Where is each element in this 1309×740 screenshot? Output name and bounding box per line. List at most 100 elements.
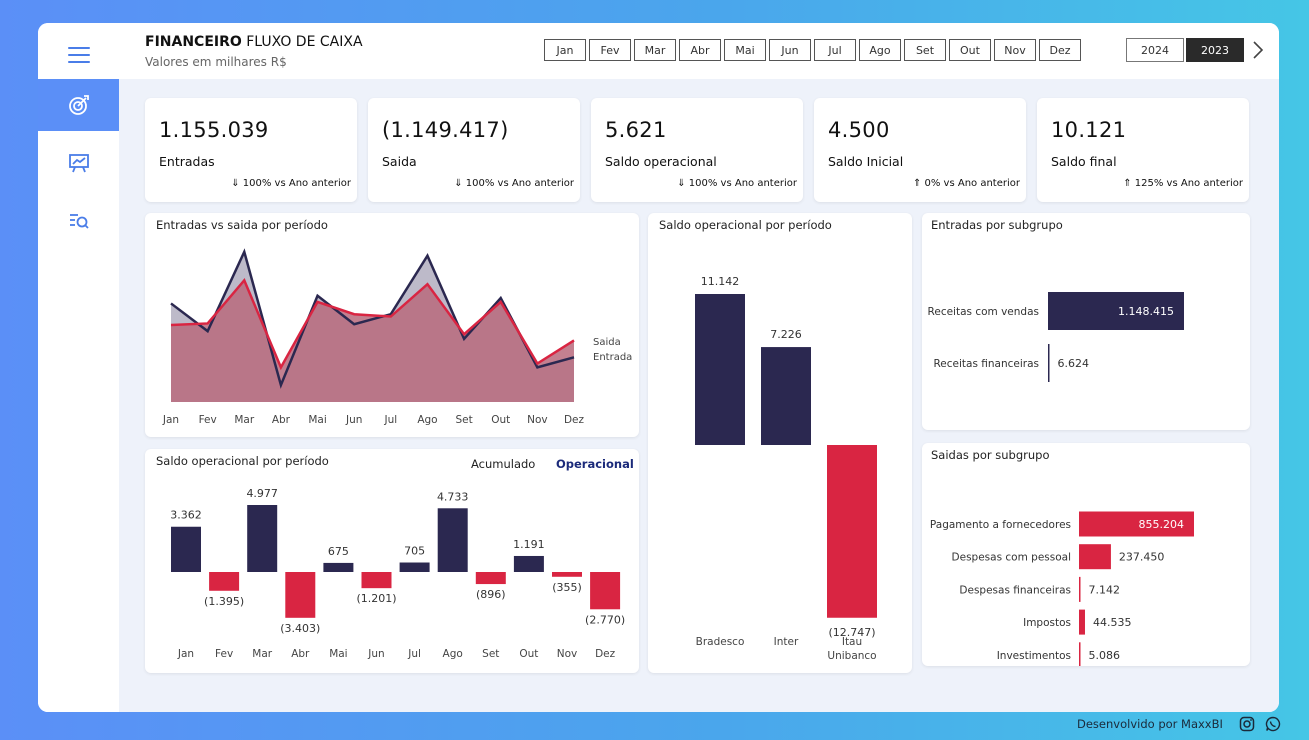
x-tick-label: Mai	[329, 648, 347, 660]
bar-set	[475, 572, 506, 585]
legend-saida: Saida	[593, 337, 621, 348]
kpi-label: Saldo Inicial	[828, 154, 904, 169]
month-button-abr[interactable]: Abr	[679, 39, 721, 61]
month-button-nov[interactable]: Nov	[994, 39, 1036, 61]
x-tick-label: Mar	[252, 648, 272, 660]
month-filter: Jan Fev Mar Abr Mai Jun Jul Ago Set Out Nov Dez	[544, 39, 1081, 61]
legend-entrada: Entrada	[593, 352, 632, 363]
data-label: 705	[404, 545, 425, 558]
month-button-dez[interactable]: Dez	[1039, 39, 1081, 61]
bar-nov	[552, 572, 582, 577]
category-label: Despesas com pessoal	[952, 552, 1071, 564]
chart-entradas-vs-saida: Entradas vs saida por período Jan Fev Mar A…	[145, 213, 639, 437]
data-label: 855.204	[1139, 518, 1185, 531]
whatsapp-icon[interactable]	[1265, 716, 1281, 732]
category-label: Despesas financeiras	[959, 584, 1071, 596]
month-button-jul[interactable]: Jul	[814, 39, 856, 61]
kpi-card: 10.121 Saldo final ⇑ 125% vs Ano anterior	[1037, 98, 1249, 202]
x-tick-label: Jan	[177, 648, 194, 660]
sidebar-item-overview[interactable]	[38, 79, 119, 131]
data-label: 4.733	[437, 490, 469, 503]
kpi-card: 5.621 Saldo operacional ⇓ 100% vs Ano ante…	[591, 98, 803, 202]
x-tick-label: Mar	[234, 414, 254, 426]
kpi-card: (1.149.417) Saida ⇓ 100% vs Ano anterior	[368, 98, 580, 202]
x-tick-label: Fev	[215, 648, 233, 660]
year-button-2024[interactable]: 2024	[1126, 38, 1184, 62]
x-tick-label: Jul	[383, 414, 397, 426]
bar-subgrupo	[1048, 292, 1184, 330]
chart-saldo-operacional-banco: Saldo operacional por período 11.142 Brad…	[648, 213, 912, 673]
sidebar-item-search[interactable]	[38, 195, 119, 247]
sidebar-item-reports[interactable]	[38, 137, 119, 189]
month-button-mai[interactable]: Mai	[724, 39, 766, 61]
data-label: 675	[328, 545, 349, 558]
line-entrada	[170, 277, 575, 371]
x-tick-label: Fev	[199, 414, 217, 426]
instagram-icon[interactable]	[1239, 716, 1255, 732]
kpi-delta: ⇓ 100% vs Ano anterior	[677, 178, 797, 189]
x-tick-label: Inter	[774, 636, 799, 648]
kpi-value: 5.621	[605, 118, 667, 142]
chart-title: Entradas vs saida por período	[156, 218, 328, 232]
menu-icon[interactable]	[68, 47, 90, 63]
month-button-jan[interactable]: Jan	[544, 39, 586, 61]
page-subtitle: Valores em milhares R$	[145, 55, 287, 69]
data-label: 3.362	[170, 509, 202, 522]
x-tick-label: Jul	[407, 648, 421, 660]
data-label: (896)	[476, 588, 506, 601]
bar-dez	[590, 572, 621, 610]
chevron-right-icon[interactable]	[1249, 39, 1267, 61]
x-tick-label: Abr	[291, 648, 310, 660]
bar-abr	[285, 572, 316, 618]
bar-ago	[437, 508, 468, 572]
year-button-2023[interactable]: 2023	[1186, 38, 1244, 62]
category-label: Impostos	[1023, 617, 1071, 629]
bar-bank	[761, 347, 811, 445]
month-button-mar[interactable]: Mar	[634, 39, 676, 61]
chart-title: Saidas por subgrupo	[931, 448, 1050, 462]
chart-title: Saldo operacional por período	[156, 454, 329, 468]
bar-jul	[399, 562, 430, 572]
presentation-chart-icon	[68, 154, 89, 173]
bar-subgrupo	[1079, 511, 1194, 537]
chart-entradas-subgrupo: Entradas por subgrupo Receitas com venda…	[922, 213, 1250, 430]
bar-mai	[323, 562, 354, 572]
data-label: (3.403)	[280, 622, 320, 635]
kpi-card: 1.155.039 Entradas ⇓ 100% vs Ano anterior	[145, 98, 357, 202]
kpi-label: Entradas	[159, 154, 215, 169]
x-tick-label: Dez	[595, 648, 616, 660]
search-list-icon	[69, 214, 89, 229]
data-label: (12.747)	[828, 626, 875, 639]
saidas-bars-svg: Pagamento a fornecedores 855.204 Despesas …	[930, 511, 1194, 666]
month-button-jun[interactable]: Jun	[769, 39, 811, 61]
chart-title: Saldo operacional por período	[659, 218, 832, 232]
target-icon	[68, 95, 89, 115]
data-label: (2.770)	[585, 613, 625, 626]
month-button-fev[interactable]: Fev	[589, 39, 631, 61]
category-label: Pagamento a fornecedores	[930, 519, 1071, 531]
month-button-ago[interactable]: Ago	[859, 39, 901, 61]
x-tick-label: Jan	[162, 414, 179, 426]
kpi-card: 4.500 Saldo Inicial ⇑ 0% vs Ano anterior	[814, 98, 1026, 202]
x-tick-label: Set	[455, 414, 472, 426]
chart-saldo-operacional-mes: Saldo operacional por período Acumulado …	[145, 449, 639, 673]
month-button-out[interactable]: Out	[949, 39, 991, 61]
kpi-value: 4.500	[828, 118, 890, 142]
tab-acumulado[interactable]: Acumulado	[471, 457, 536, 471]
kpi-delta: ⇓ 100% vs Ano anterior	[454, 178, 574, 189]
bar-bank	[695, 294, 745, 445]
data-label: (1.201)	[356, 592, 396, 605]
data-label: 237.450	[1119, 551, 1165, 564]
data-label: 1.191	[513, 538, 545, 551]
header: FINANCEIRO FLUXO DE CAIXA Valores em mil…	[119, 23, 1279, 79]
bank-bars-svg: 11.142 Bradesco 7.226 Inter (12.747)Itau Unib…	[695, 275, 877, 662]
data-label: 11.142	[701, 275, 740, 288]
kpi-delta: ⇑ 0% vs Ano anterior	[912, 178, 1020, 189]
data-label: 1.148.415	[1118, 305, 1174, 318]
category-label: Investimentos	[997, 650, 1071, 662]
data-label: 44.535	[1093, 616, 1132, 629]
dashboard-frame: FINANCEIRO FLUXO DE CAIXA Valores em mil…	[38, 23, 1279, 712]
tab-operacional[interactable]: Operacional	[556, 457, 634, 471]
x-tick-label: Unibanco	[827, 650, 876, 662]
month-button-set[interactable]: Set	[904, 39, 946, 61]
